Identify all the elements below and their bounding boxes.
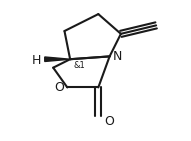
Text: O: O (55, 81, 65, 94)
Polygon shape (45, 57, 70, 61)
Text: N: N (112, 50, 122, 63)
Text: &1: &1 (74, 61, 85, 70)
Text: O: O (104, 115, 114, 128)
Text: H: H (32, 54, 41, 67)
